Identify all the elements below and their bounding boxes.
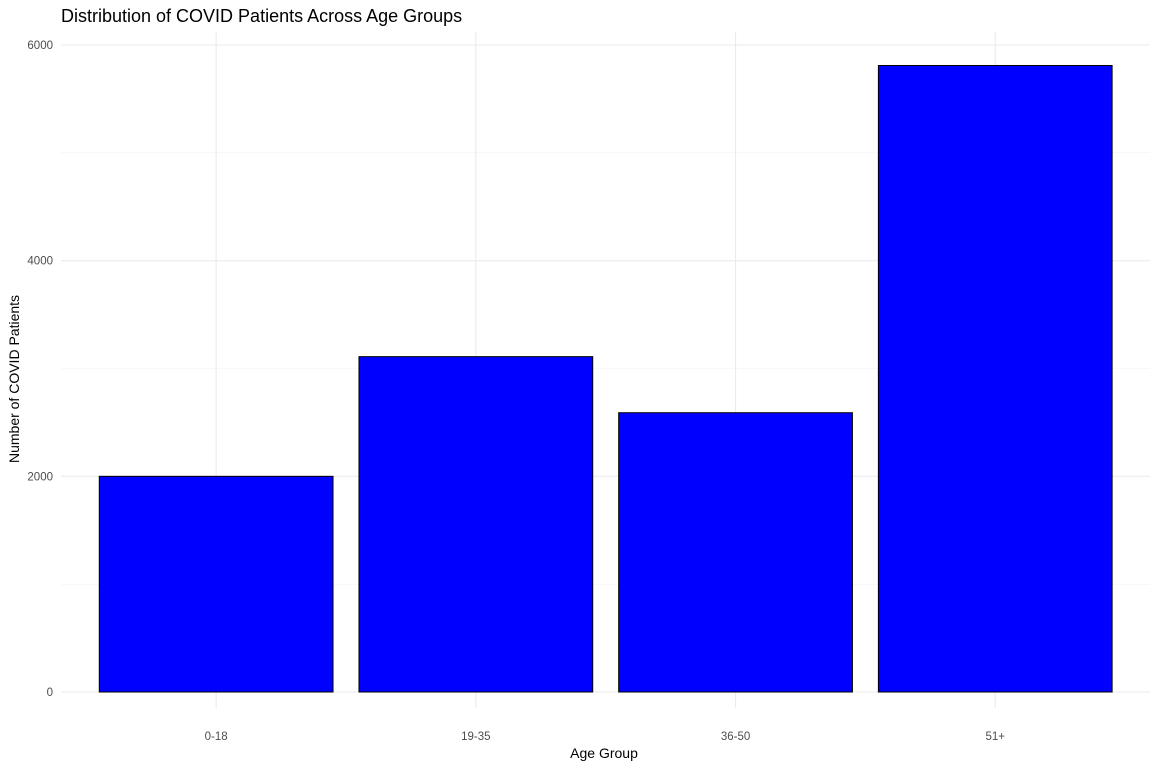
x-tick-label: 0-18 (205, 731, 228, 743)
x-tick-label: 19-35 (461, 731, 490, 743)
bar-36-50 (618, 412, 853, 693)
y-axis-title: Number of COVID Patients (6, 295, 22, 463)
bars (98, 64, 1113, 693)
bar-19-35 (358, 356, 594, 693)
x-axis-ticks: 0-18 19-35 36-50 51+ (205, 731, 1006, 743)
bar-0-18 (98, 475, 334, 693)
x-axis-title: Age Group (570, 745, 638, 761)
y-tick-label: 0 (47, 687, 53, 699)
y-tick-label: 4000 (27, 256, 53, 268)
y-tick-label: 2000 (27, 471, 53, 483)
bar-51+ (877, 64, 1113, 693)
y-tick-label: 6000 (27, 40, 53, 52)
y-axis-ticks: 0 2000 4000 6000 (27, 40, 53, 699)
x-tick-label: 36-50 (721, 731, 750, 743)
x-tick-label: 51+ (985, 731, 1005, 743)
chart-title: Distribution of COVID Patients Across Ag… (61, 6, 462, 26)
